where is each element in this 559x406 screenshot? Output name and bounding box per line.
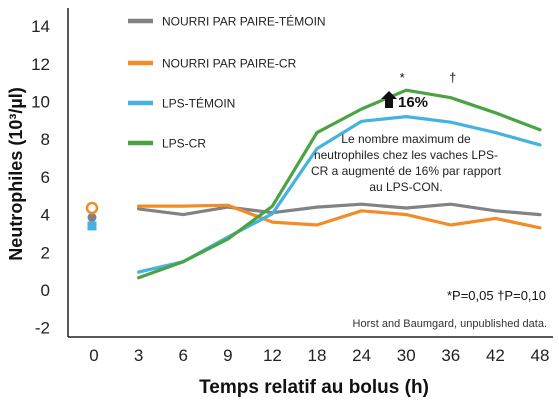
peak-increase-label: 16% xyxy=(398,94,428,111)
note-line: au LPS-CON. xyxy=(369,180,442,194)
y-axis-ticks: 14 12 10 8 6 4 2 0 -2 xyxy=(31,17,50,338)
x-tick-label: 48 xyxy=(531,346,550,365)
significance-dagger: † xyxy=(449,70,456,85)
p-value-note: *P=0,05 †P=0,10 xyxy=(447,288,546,303)
x-tick-label: 42 xyxy=(486,346,505,365)
x-tick-label: 9 xyxy=(223,346,232,365)
note-line: CR a augmenté de 16% par rapport xyxy=(311,164,502,178)
y-axis-label: Neutrophiles (10³/µl) xyxy=(6,87,26,260)
series-line xyxy=(137,88,542,280)
x-tick-label: 18 xyxy=(308,346,327,365)
x-axis-ticks: 0 3 6 9 12 18 24 30 36 42 48 xyxy=(89,346,549,365)
legend-label: NOURRI PAR PAIRE-TÉMOIN xyxy=(162,14,326,29)
legend-label: LPS-TÉMOIN xyxy=(162,96,235,111)
source-note: Horst and Baumgard, unpublished data. xyxy=(353,318,547,330)
series-lines xyxy=(85,88,542,280)
baseline-point xyxy=(87,221,97,231)
x-tick-label: 3 xyxy=(134,346,143,365)
x-tick-label: 6 xyxy=(178,346,187,365)
plot-frame xyxy=(67,8,553,338)
baseline-point xyxy=(85,201,99,215)
significance-star: * xyxy=(400,70,405,85)
series-line xyxy=(137,203,542,230)
legend-label: LPS-CR xyxy=(162,137,206,151)
annotations: * † 16% Le nombre maximum de neutrophiles ch… xyxy=(311,70,547,330)
x-axis-label: Temps relatif au bolus (h) xyxy=(199,377,429,398)
y-tick-label: 10 xyxy=(31,93,50,112)
series-line xyxy=(137,202,542,217)
note-line: Le nombre maximum de xyxy=(341,132,471,146)
y-tick-label: 4 xyxy=(41,206,50,225)
y-tick-label: 14 xyxy=(31,17,50,36)
x-tick-label: 30 xyxy=(397,346,416,365)
x-tick-label: 24 xyxy=(352,346,371,365)
y-tick-label: 0 xyxy=(41,281,50,300)
y-tick-label: 2 xyxy=(41,243,50,262)
legend: NOURRI PAR PAIRE-TÉMOIN NOURRI PAR PAIRE-… xyxy=(128,14,326,151)
note-line: neutrophiles chez les vaches LPS- xyxy=(314,148,498,162)
x-tick-label: 0 xyxy=(89,346,98,365)
baseline-point xyxy=(87,212,97,222)
y-tick-label: 12 xyxy=(31,55,50,74)
x-tick-label: 36 xyxy=(441,346,460,365)
y-tick-label: -2 xyxy=(35,319,50,338)
up-arrow-icon xyxy=(381,91,397,108)
legend-label: NOURRI PAR PAIRE-CR xyxy=(162,57,297,71)
y-tick-label: 8 xyxy=(41,130,50,149)
x-tick-label: 12 xyxy=(263,346,282,365)
y-tick-label: 6 xyxy=(41,168,50,187)
